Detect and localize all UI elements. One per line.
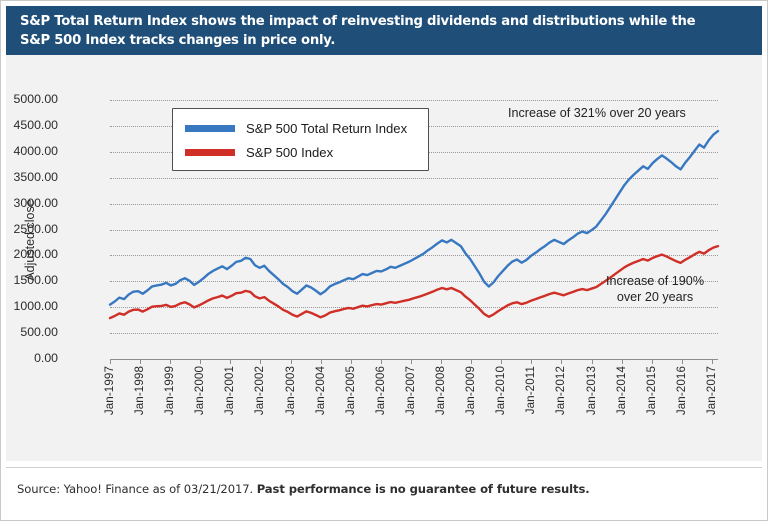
- x-tick-mark: [561, 359, 563, 364]
- x-tick-label: Jan-2008: [434, 366, 448, 416]
- x-tick-mark: [380, 359, 382, 364]
- x-tick-mark: [260, 359, 262, 364]
- y-tick-label: 500.00: [20, 325, 58, 340]
- chart-legend: S&P 500 Total Return Index S&P 500 Index: [172, 108, 429, 171]
- y-tick-label: 3500.00: [13, 169, 58, 184]
- annotation-red-line-1: Increase of 190%: [606, 274, 705, 288]
- y-tick-label: 1000.00: [13, 299, 58, 314]
- x-tick-mark: [681, 359, 683, 364]
- x-tick-label: Jan-2004: [313, 366, 327, 416]
- y-tick-label: 2500.00: [13, 221, 58, 236]
- series-lines: [108, 129, 720, 320]
- gridline: [110, 100, 718, 101]
- x-tick-mark: [110, 359, 111, 364]
- y-tick-label: 2000.00: [13, 247, 58, 262]
- gridline: [110, 281, 718, 283]
- header-line-1: S&P Total Return Index shows the impact …: [20, 14, 696, 29]
- x-tick-mark: [501, 359, 503, 364]
- x-tick-label: Jan-2005: [343, 366, 357, 416]
- x-tick-mark: [290, 359, 292, 364]
- gridline: [110, 203, 718, 205]
- x-tick-mark: [320, 359, 322, 364]
- x-tick-label: Jan-2010: [494, 366, 508, 416]
- legend-swatch-blue: [185, 124, 235, 132]
- x-tick-label: Jan-2016: [674, 366, 688, 416]
- annotation-red-increase: Increase of 190% over 20 years: [606, 273, 704, 305]
- x-tick-mark: [531, 359, 533, 364]
- header-banner: S&P Total Return Index shows the impact …: [6, 6, 762, 55]
- y-tick-label: 0.00: [34, 351, 58, 365]
- gridline: [110, 177, 718, 179]
- chart-area: Adjusted close 5000.00 4500.00 4000.00 3500…: [6, 55, 762, 461]
- gridline: [110, 229, 718, 231]
- footer-divider: [6, 467, 762, 468]
- x-tick-label: Jan-2007: [403, 366, 417, 416]
- x-tick-label: Jan-2002: [253, 366, 267, 416]
- x-tick-mark: [591, 359, 593, 364]
- header-line-2: S&P 500 Index tracks changes in price on…: [20, 32, 336, 48]
- x-tick-mark: [140, 359, 142, 364]
- x-tick-label: Jan-2009: [464, 366, 478, 416]
- legend-label-total-return: S&P 500 Total Return Index: [246, 120, 408, 136]
- x-tick-label: Jan-1998: [133, 366, 147, 416]
- x-tick-label: Jan-2013: [584, 366, 598, 416]
- legend-swatch-red: [185, 148, 235, 156]
- legend-item-total-return: S&P 500 Total Return Index: [185, 116, 428, 140]
- y-tick-label: 4500.00: [13, 117, 58, 132]
- y-tick-label: 3000.00: [13, 195, 58, 210]
- x-tick-label: Jan-2014: [614, 366, 628, 416]
- annotation-red-line-2: over 20 years: [616, 290, 694, 304]
- gridline: [110, 307, 718, 309]
- x-tick-mark: [711, 359, 713, 364]
- gridline: [110, 255, 718, 257]
- x-tick-label: Jan-2012: [554, 366, 568, 416]
- y-tick-label: 4000.00: [13, 143, 58, 158]
- x-tick-label: Jan-2011: [524, 366, 538, 415]
- x-tick-mark: [651, 359, 653, 364]
- x-tick-label: Jan-2006: [373, 366, 387, 416]
- footer-disclaimer: Past performance is no guarantee of futu…: [256, 482, 590, 496]
- x-tick-label: Jan-2003: [283, 366, 297, 416]
- x-tick-mark: [410, 359, 412, 364]
- legend-item-price-index: S&P 500 Index: [185, 140, 428, 164]
- y-tick-label: 5000.00: [13, 92, 58, 106]
- x-tick-mark: [350, 359, 352, 364]
- y-tick-label: 1500.00: [13, 273, 58, 288]
- line-sp500-index: [108, 244, 720, 320]
- annotation-blue-increase: Increase of 321% over 20 years: [508, 106, 686, 120]
- x-tick-mark: [621, 359, 623, 364]
- x-tick-mark: [170, 359, 172, 364]
- x-tick-label: Jan-1997: [103, 366, 116, 416]
- x-tick-mark: [200, 359, 202, 364]
- x-tick-label: Jan-2001: [223, 366, 237, 416]
- x-tick-mark: [471, 359, 473, 364]
- x-tick-label: Jan-2000: [193, 366, 207, 416]
- x-tick-label: Jan-1999: [163, 366, 177, 416]
- footer-note: Source: Yahoo! Finance as of 03/21/2017.…: [17, 482, 590, 496]
- footer-source: Source: Yahoo! Finance as of 03/21/2017.: [17, 482, 254, 496]
- legend-label-price-index: S&P 500 Index: [246, 144, 334, 160]
- gridline: [110, 333, 718, 335]
- x-tick-label: Jan-2017: [704, 366, 718, 416]
- line-total-return-index: [108, 129, 720, 306]
- x-tick-label: Jan-2015: [644, 366, 658, 416]
- x-tick-mark: [230, 359, 232, 364]
- x-tick-mark: [441, 359, 443, 364]
- plot-area: 5000.00 4500.00 4000.00 3500.00 3000.00 2500.…: [14, 92, 720, 415]
- x-axis-line: [110, 359, 718, 360]
